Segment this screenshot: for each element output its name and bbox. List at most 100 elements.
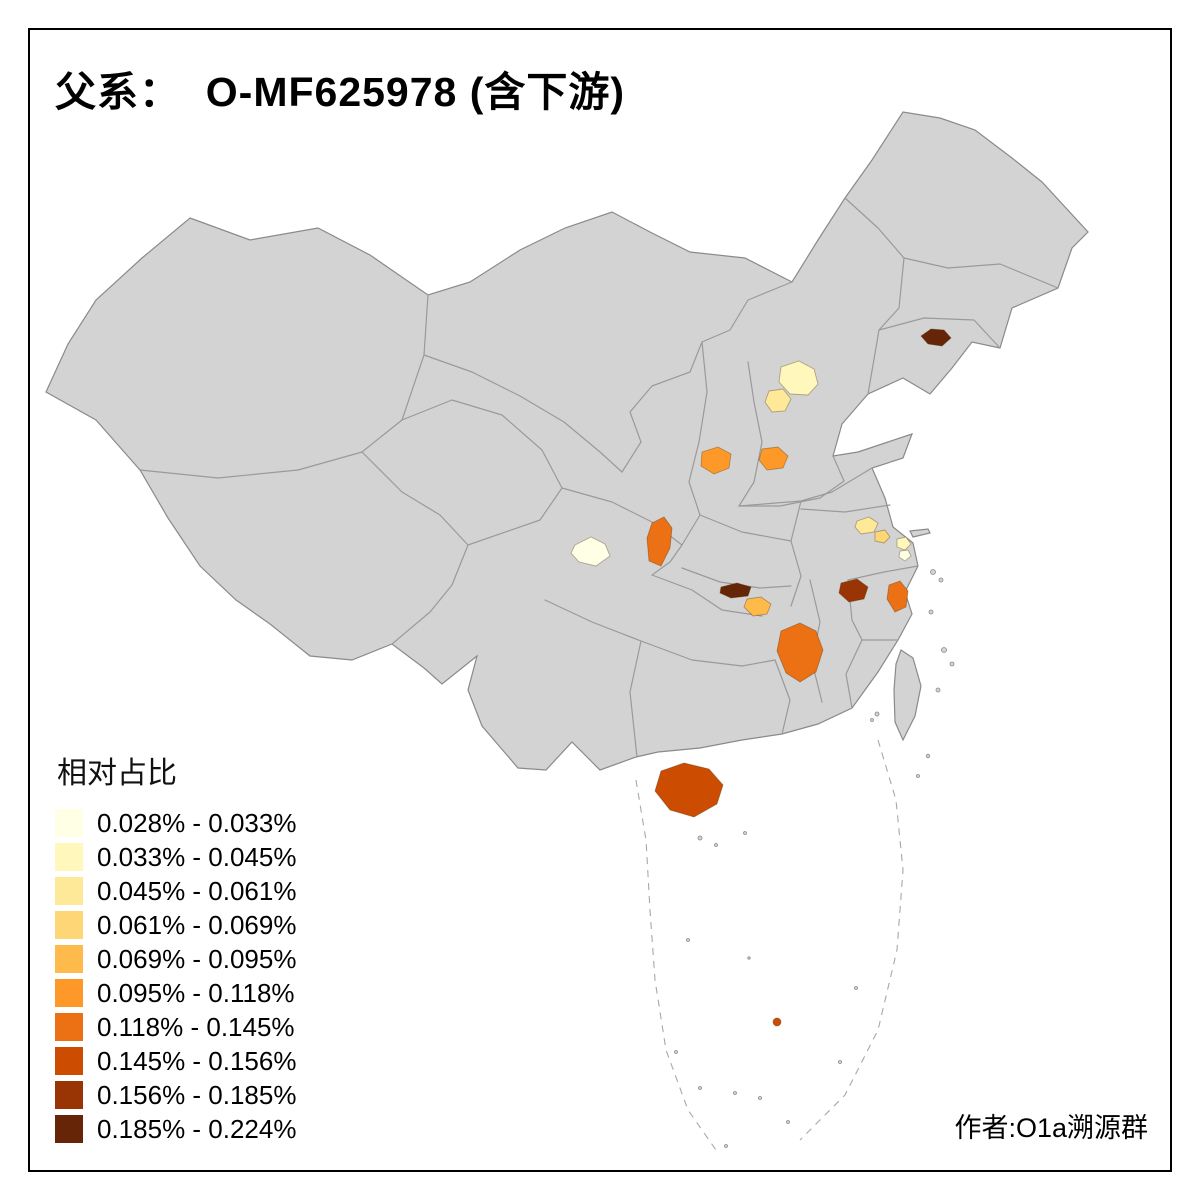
nine-dash-line: [635, 739, 904, 1151]
page-title: 父系： O-MF625978 (含下游): [55, 69, 626, 115]
legend-item: 0.156% - 0.185%: [55, 1078, 296, 1112]
island-dot: [747, 956, 751, 960]
region-guizhou-dark: [719, 582, 752, 599]
legend-label: 0.156% - 0.185%: [97, 1079, 297, 1110]
island-dot: [874, 711, 880, 717]
land-group: [45, 111, 1089, 1148]
province-boundary-line: [738, 467, 873, 507]
legend-swatch: [55, 877, 83, 905]
legend-item: 0.061% - 0.069%: [55, 908, 296, 942]
island-dot: [838, 1060, 842, 1064]
island-dot: [724, 1144, 728, 1148]
province-boundary-line: [621, 281, 793, 473]
island-dot: [941, 647, 947, 653]
island-dot: [686, 938, 690, 942]
legend-item: 0.095% - 0.118%: [55, 976, 296, 1010]
chongming-island: [909, 528, 931, 538]
province-boundary-line: [651, 544, 683, 576]
region-guizhou-light-orange: [743, 596, 772, 617]
legend-item: 0.045% - 0.061%: [55, 874, 296, 908]
province-boundary-line: [800, 504, 891, 513]
island-dot: [935, 687, 941, 693]
province-boundary-line: [688, 341, 708, 516]
legend-swatch: [55, 1081, 83, 1109]
region-hebei-south-orange: [758, 446, 789, 471]
province-boundary-line: [738, 361, 763, 507]
legend-swatch: [55, 1013, 83, 1041]
mainland-outline: [45, 111, 1089, 771]
legend-item: 0.069% - 0.095%: [55, 942, 296, 976]
province-boundary-line: [738, 455, 845, 507]
legend-label: 0.095% - 0.118%: [97, 977, 295, 1008]
province-boundary-line: [847, 565, 919, 581]
region-jiangsu-gold: [874, 529, 891, 544]
province-boundary-line: [561, 487, 701, 546]
legend-item: 0.118% - 0.145%: [55, 1010, 296, 1044]
island-dot: [698, 1086, 702, 1090]
legend-label: 0.185% - 0.224%: [97, 1113, 297, 1144]
legend-swatch: [55, 945, 83, 973]
legend-item: 0.028% - 0.033%: [55, 806, 296, 840]
legend-swatch: [55, 809, 83, 837]
legend-label: 0.069% - 0.095%: [97, 943, 297, 974]
province-boundary-line: [401, 399, 563, 546]
island-dot: [714, 843, 718, 847]
legend-label: 0.118% - 0.145%: [97, 1011, 295, 1042]
legend-item: 0.033% - 0.045%: [55, 840, 296, 874]
region-central-west-orange: [646, 516, 673, 567]
region-shanxi-orange: [700, 446, 732, 475]
legend-swatch: [55, 911, 83, 939]
legend-label: 0.033% - 0.045%: [97, 841, 297, 872]
province-boundary-line: [878, 317, 1001, 349]
taiwan-island: [893, 649, 922, 742]
island-dot: [743, 831, 747, 835]
legend-swatch: [55, 979, 83, 1007]
legend-item: 0.145% - 0.156%: [55, 1044, 296, 1078]
island-dot: [697, 835, 703, 841]
island-dot: [733, 1091, 737, 1095]
region-zhejiang-coastal-orange: [886, 580, 909, 613]
island-dot: [916, 774, 920, 778]
province-boundaries: [139, 197, 1059, 758]
legend-title: 相对占比: [57, 757, 177, 790]
legend: 相对占比 0.028% - 0.033% 0.033% - 0.045% 0.0…: [55, 748, 296, 1146]
highlighted-regions: [570, 328, 952, 1027]
province-boundary-line: [640, 640, 776, 667]
legend-swatch: [55, 1047, 83, 1075]
legend-swatch: [55, 1115, 83, 1143]
island-dot: [938, 577, 944, 583]
region-hainan-island: [654, 762, 724, 818]
island-dot: [854, 986, 858, 990]
dash-line-east: [799, 739, 904, 1141]
region-jiangxi-dark-red: [838, 578, 869, 603]
legend-label: 0.045% - 0.061%: [97, 875, 297, 906]
island-dot: [870, 718, 874, 722]
island-dot: [674, 1050, 678, 1054]
legend-swatch: [55, 843, 83, 871]
region-coastal-cream: [898, 549, 912, 562]
region-sichuan-cream: [570, 536, 611, 567]
province-boundary-line: [774, 659, 791, 735]
legend-label: 0.061% - 0.069%: [97, 909, 297, 940]
province-boundary-line: [699, 514, 792, 542]
legend-label: 0.028% - 0.033%: [97, 807, 297, 838]
province-boundary-line: [790, 500, 802, 607]
legend-item: 0.185% - 0.224%: [55, 1112, 296, 1146]
credit-text: 作者:O1a溯源群: [954, 1113, 1148, 1143]
island-dot: [949, 661, 955, 667]
island-dot: [930, 569, 936, 575]
province-boundary-line: [903, 257, 1059, 289]
region-coastal-pale: [896, 536, 912, 551]
legend-label: 0.145% - 0.156%: [97, 1045, 297, 1076]
region-northeast-dark: [920, 328, 952, 347]
dash-line-west: [635, 779, 717, 1151]
province-boundary-line: [844, 197, 905, 395]
island-dot: [925, 753, 931, 759]
island-dot: [928, 609, 934, 615]
region-hunan-orange: [776, 622, 824, 683]
region-south-sea-island: [772, 1017, 782, 1027]
region-jiangsu-yellow: [854, 516, 879, 535]
region-north-pale-small: [764, 388, 792, 413]
